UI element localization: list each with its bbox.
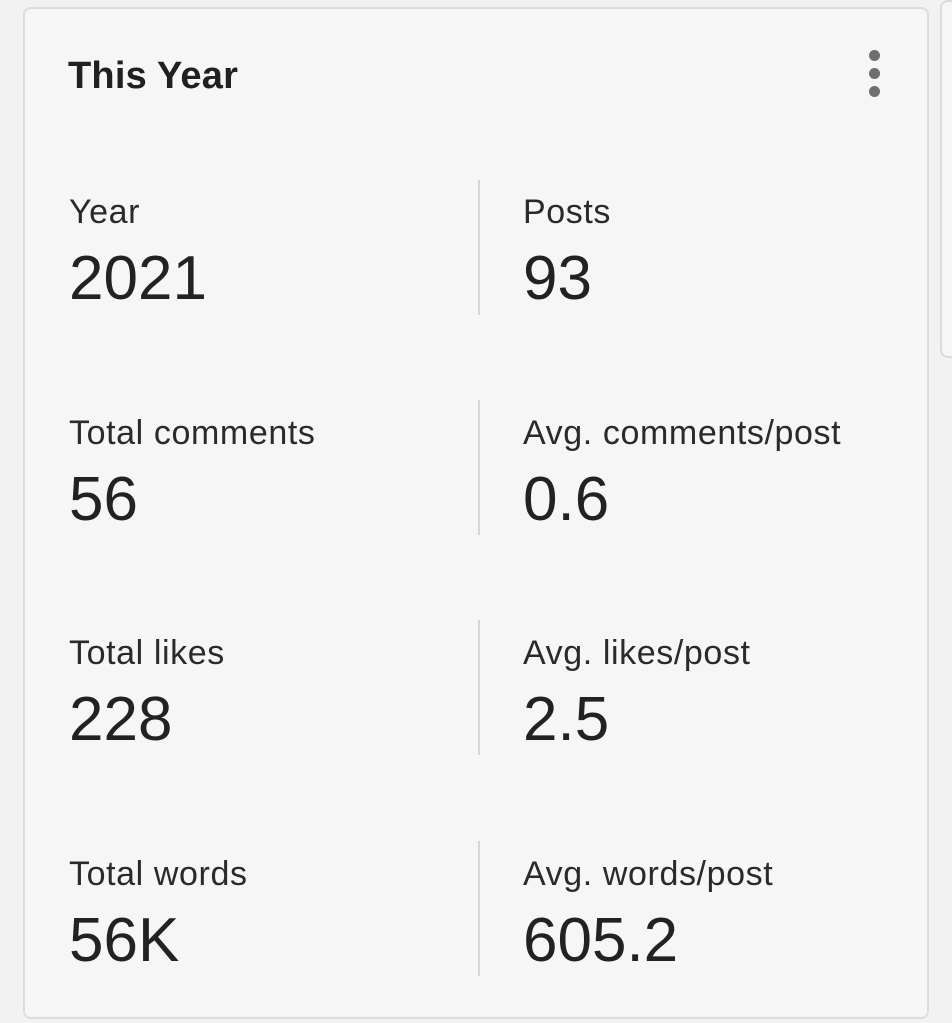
this-year-stats-card: This Year Year 2021 Posts 93 Total comme… [23,7,929,1019]
stat-value: 228 [69,685,173,754]
stat-label: Avg. words/post [523,855,774,893]
stat-value: 2.5 [523,685,610,754]
stat-label: Avg. likes/post [523,634,751,672]
column-divider [478,180,480,315]
stat-value: 2021 [69,244,207,313]
stat-value: 0.6 [523,465,610,534]
stat-avg-words-per-post: Avg. words/post 605.2 [523,854,923,976]
column-divider [478,841,480,976]
stat-label: Posts [523,193,612,231]
stat-posts: Posts 93 [523,192,923,314]
stat-total-comments: Total comments 56 [69,413,469,535]
adjacent-card-edge [940,0,952,358]
more-options-button[interactable] [855,39,895,109]
stat-value: 93 [523,244,592,313]
stat-year: Year 2021 [69,192,469,314]
column-divider [478,400,480,535]
stat-total-likes: Total likes 228 [69,633,469,755]
stat-value: 56 [69,465,138,534]
stat-total-words: Total words 56K [69,854,469,976]
stat-label: Total words [69,855,248,893]
stat-label: Total likes [69,634,225,672]
stat-avg-comments-per-post: Avg. comments/post 0.6 [523,413,923,535]
card-title: This Year [68,55,239,97]
stat-label: Year [69,193,141,231]
stat-value: 56K [69,906,180,975]
stat-label: Total comments [69,414,316,452]
column-divider [478,620,480,755]
stat-avg-likes-per-post: Avg. likes/post 2.5 [523,633,923,755]
stat-label: Avg. comments/post [523,414,842,452]
stat-value: 605.2 [523,906,679,975]
